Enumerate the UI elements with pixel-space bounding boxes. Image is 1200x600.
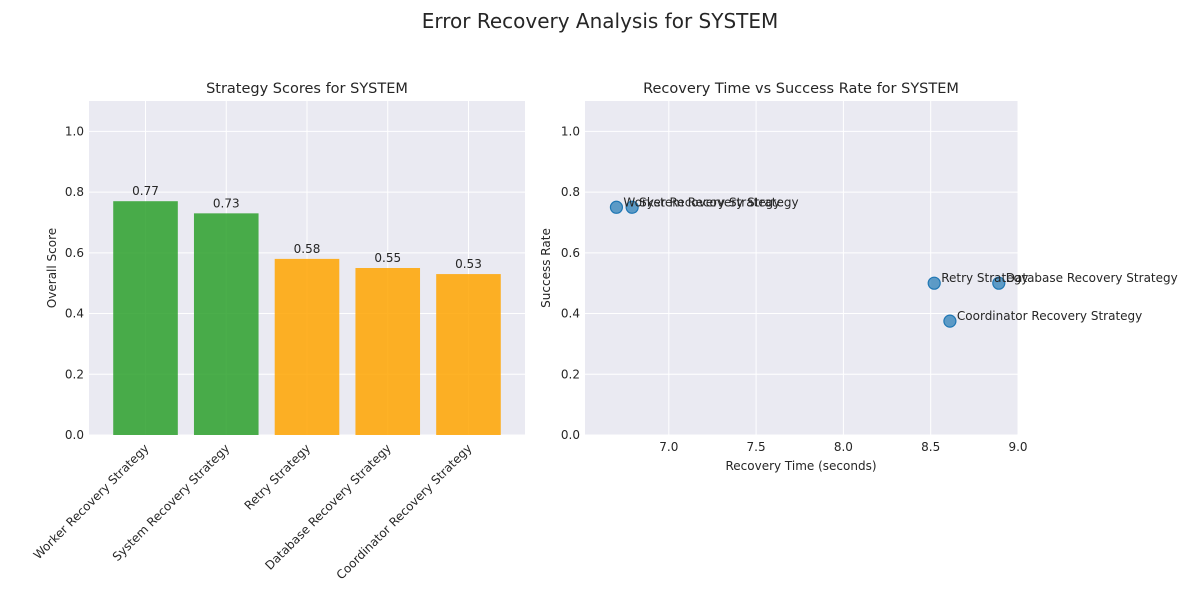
- bar-value-label: 0.53: [455, 257, 482, 271]
- scatter-x-tick-label: 7.0: [659, 440, 678, 454]
- scatter-y-tick-label: 0.6: [561, 246, 580, 260]
- bar-chart-title: Strategy Scores for SYSTEM: [206, 81, 408, 97]
- scatter-point: [609, 200, 624, 214]
- scatter-point-label: Coordinator Recovery Strategy: [957, 309, 1142, 323]
- bar: [193, 213, 259, 435]
- scatter-point: [625, 200, 639, 214]
- bar-chart-y-tick-label: 0.0: [65, 428, 84, 442]
- scatter-x-tick-label: 8.0: [834, 440, 853, 454]
- bar-chart-y-tick-label: 0.6: [65, 246, 84, 260]
- bar: [113, 201, 178, 435]
- bar-chart-x-tick-label: Coordinator Recovery Strategy: [334, 441, 475, 582]
- scatter-x-tick-label: 7.5: [747, 440, 766, 454]
- bar-value-label: 0.58: [294, 242, 321, 256]
- bar-value-label: 0.73: [213, 196, 240, 210]
- scatter-chart-title: Recovery Time vs Success Rate for SYSTEM: [643, 81, 959, 97]
- bar-chart-panel: 0.00.20.40.60.81.0 0.770.730.580.55 0.53 …: [31, 81, 525, 582]
- scatter-point-label: Database Recovery Strategy: [1006, 271, 1178, 285]
- scatter-x-tick-label: 8.5: [921, 440, 940, 454]
- bar-value-label: 0.77: [132, 184, 159, 198]
- scatter-y-tick-label: 0.0: [561, 428, 580, 442]
- scatter-chart-plot-area: [585, 101, 1018, 435]
- scatter-point: [992, 276, 1006, 290]
- bar-chart-y-tick-label: 0.4: [65, 307, 84, 321]
- figure-title: Error Recovery Analysis for SYSTEM: [422, 9, 779, 33]
- bar: [274, 258, 340, 435]
- bar-chart-y-axis-label: Overall Score: [45, 228, 59, 308]
- scatter-point-label: System Recovery Strategy: [639, 195, 798, 209]
- scatter-y-tick-label: 1.0: [561, 124, 580, 138]
- scatter-chart-x-axis-label: Recovery Time (seconds): [725, 459, 876, 473]
- scatter-y-tick-label: 0.2: [561, 367, 580, 381]
- scatter-y-tick-label: 0.4: [561, 307, 580, 321]
- bar-chart-x-tick-label: Database Recovery Strategy: [262, 441, 393, 572]
- bar-chart-y-tick-label: 0.2: [65, 367, 84, 381]
- scatter-x-tick-label: 9.0: [1008, 440, 1027, 454]
- bar: [355, 268, 421, 435]
- bar-value-label: 0.55: [374, 251, 401, 265]
- scatter-point: [943, 314, 957, 328]
- scatter-point: [927, 276, 941, 290]
- scatter-y-tick-label: 0.8: [561, 185, 580, 199]
- bar: [436, 274, 501, 435]
- scatter-chart-y-axis-label: Success Rate: [539, 228, 553, 308]
- bar-chart-x-tick-label: Retry Strategy: [242, 441, 314, 513]
- bar-chart-y-tick-label: 1.0: [65, 124, 84, 138]
- scatter-chart-panel: 0.0 0.2 0.4 0.6 0.8 1.0 7.0 7.5 8.0 8.5 9.0 Worke…: [539, 81, 1178, 473]
- scatter-point-label: Retry Strategy: [941, 271, 1028, 285]
- scatter-point-label: Worker Recovery Strategy: [623, 195, 780, 209]
- bar-chart-y-tick-label: 0.8: [65, 185, 84, 199]
